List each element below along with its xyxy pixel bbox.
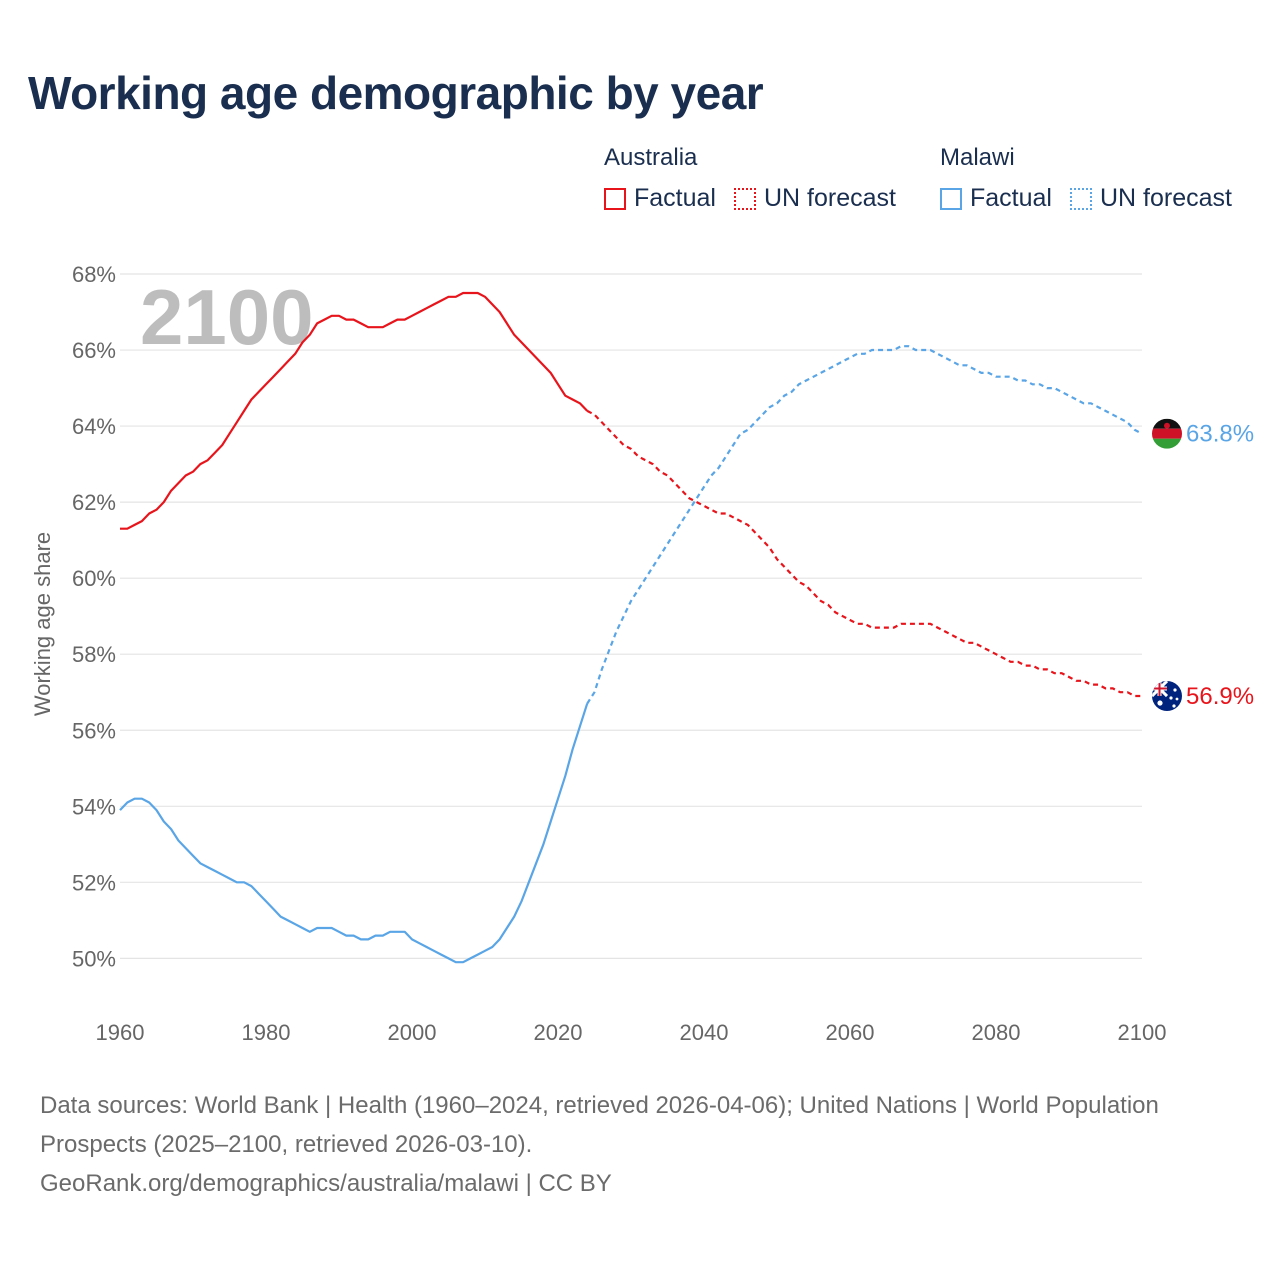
y-tick-label: 68% (72, 262, 116, 287)
end-value-label-australia: 56.9% (1186, 683, 1254, 710)
footer: Data sources: World Bank | Health (1960–… (40, 1086, 1220, 1203)
y-tick-label: 60% (72, 566, 116, 591)
series-group (119, 291, 1143, 964)
x-tick-label: 2080 (972, 1020, 1021, 1045)
line-chart: 50% 52% 54% 56% 58% 60% 62% 64% 66% 68% 1960 1980 2… (30, 262, 1254, 1045)
legend-item-malawi-factual[interactable]: Factual (940, 184, 1052, 213)
legend-item-australia-factual[interactable]: Factual (604, 184, 716, 213)
australia-flag-icon (1152, 681, 1182, 712)
legend-label: Factual (634, 184, 716, 212)
y-axis: 50% 52% 54% 56% 58% 60% 62% 64% 66% 68% (72, 262, 116, 971)
legend-country-label: Australia (604, 144, 698, 171)
x-tick-label: 2040 (680, 1020, 729, 1045)
y-tick-label: 62% (72, 490, 116, 515)
end-value-label-malawi: 63.8% (1186, 421, 1254, 448)
x-tick-label: 1980 (242, 1020, 291, 1045)
y-tick-label: 66% (72, 338, 116, 363)
series-line-malawi-factual[interactable] (119, 703, 589, 964)
y-tick-label: 52% (72, 870, 116, 895)
y-tick-label: 54% (72, 794, 116, 819)
legend-item-australia-forecast[interactable]: UN forecast (733, 184, 896, 213)
series-line-australia-forecast[interactable] (586, 409, 1142, 698)
y-tick-label: 64% (72, 414, 116, 439)
footer-attribution[interactable]: GeoRank.org/demographics/australia/malaw… (40, 1170, 612, 1197)
x-tick-label: 2060 (826, 1020, 875, 1045)
legend-swatch-dotted (1069, 187, 1092, 210)
x-tick-label: 2000 (388, 1020, 437, 1045)
legend-country-label: Malawi (940, 144, 1015, 171)
legend-swatch-solid (604, 187, 626, 210)
x-axis: 1960 1980 2000 2020 2040 2060 2080 2100 (96, 1020, 1167, 1045)
x-tick-label: 2100 (1118, 1020, 1167, 1045)
gridlines (120, 273, 1142, 959)
legend-swatch-dotted (733, 187, 756, 210)
legend-label: UN forecast (1099, 184, 1232, 212)
legend-item-malawi-forecast[interactable]: UN forecast (1069, 184, 1232, 213)
legend-swatch-solid (940, 187, 962, 210)
footer-sources: Data sources: World Bank | Health (1960–… (40, 1092, 1159, 1158)
malawi-flag-icon (1152, 418, 1182, 449)
end-markers: 56.9% 63.8% (1152, 418, 1254, 712)
series-line-malawi-forecast[interactable] (586, 345, 1143, 705)
legend-group-malawi: Malawi Factual UN forecast (940, 144, 1232, 213)
y-axis-title: Working age share (30, 532, 55, 716)
y-tick-label: 50% (72, 946, 116, 971)
y-tick-label: 58% (72, 642, 116, 667)
year-overlay: 2100 (140, 273, 314, 361)
legend-group-australia: Australia Factual UN forecast (604, 144, 914, 213)
series-line-australia-factual[interactable] (120, 291, 588, 530)
page-title: Working age demographic by year (28, 67, 764, 119)
legend-label: UN forecast (763, 184, 896, 212)
x-tick-label: 2020 (534, 1020, 583, 1045)
legend-label: Factual (970, 184, 1052, 212)
y-tick-label: 56% (72, 718, 116, 743)
x-tick-label: 1960 (96, 1020, 145, 1045)
